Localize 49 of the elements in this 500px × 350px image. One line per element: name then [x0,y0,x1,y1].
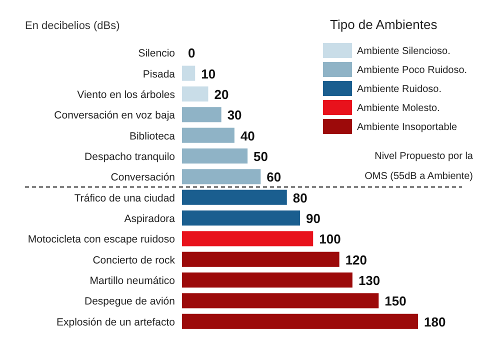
data-label: 180 [424,314,446,330]
y-tick-label: Viento en los árboles [77,88,175,101]
y-tick-label: Motocicleta con escape ruidoso [28,234,176,246]
legend-label: Ambiente Poco Ruidoso. [357,65,468,76]
y-tick-label: Explosión de un artefacto [56,316,176,328]
bar [182,148,248,164]
y-tick-label: Biblioteca [129,130,176,142]
bar [182,210,300,226]
data-label: 50 [254,148,268,164]
bar [182,231,314,246]
ref-line-label: Nivel Propuesto por la OMS (55dB a Ambiente) [364,151,474,182]
bar [182,272,352,288]
bar [182,293,379,308]
data-label: 30 [227,108,242,123]
y-tick-label: Concierto de rock [92,254,176,266]
legend-label: Ambiente Molesto. [357,103,440,114]
y-tick-label: Conversación en voz baja [54,110,176,122]
data-label: 120 [345,252,368,268]
bar [182,128,234,143]
bar [182,252,340,267]
y-tick-label: Despacho tranquilo [84,150,176,163]
data-label: 100 [319,232,341,247]
text: En decibelios (dBs) [25,20,120,32]
y-tick-label: Silencio [138,48,176,60]
data-label: 90 [306,211,320,226]
legend-title: Tipo de Ambientes [330,17,438,32]
legend-label: Ambiente Insoportable [357,122,458,133]
y-tick-label: Despegue de avión [84,296,176,308]
y-tick-label: Aspiradora [124,213,176,226]
data-label: 40 [240,128,255,144]
bar [182,314,418,329]
data-label: 150 [384,294,406,309]
data-label: 20 [214,86,229,102]
y-tick-label: Conversación [110,172,176,184]
bar [182,107,222,122]
y-tick-label: Pisada [142,68,176,80]
y-tick-label: Martillo neumático [90,275,176,288]
legend-label: Ambiente Silencioso. [357,46,450,57]
legend-label: Ambiente Ruidoso. [357,84,442,95]
bar [182,190,287,205]
bar [182,169,261,184]
data-label: 130 [358,273,380,288]
data-label: 10 [201,66,216,82]
data-label: 80 [292,190,308,206]
bar [182,66,196,81]
data-label: 60 [266,170,282,185]
data-label: 0 [188,46,196,61]
bar [182,86,208,102]
y-tick-label: Tráfico de una ciudad [74,192,176,204]
